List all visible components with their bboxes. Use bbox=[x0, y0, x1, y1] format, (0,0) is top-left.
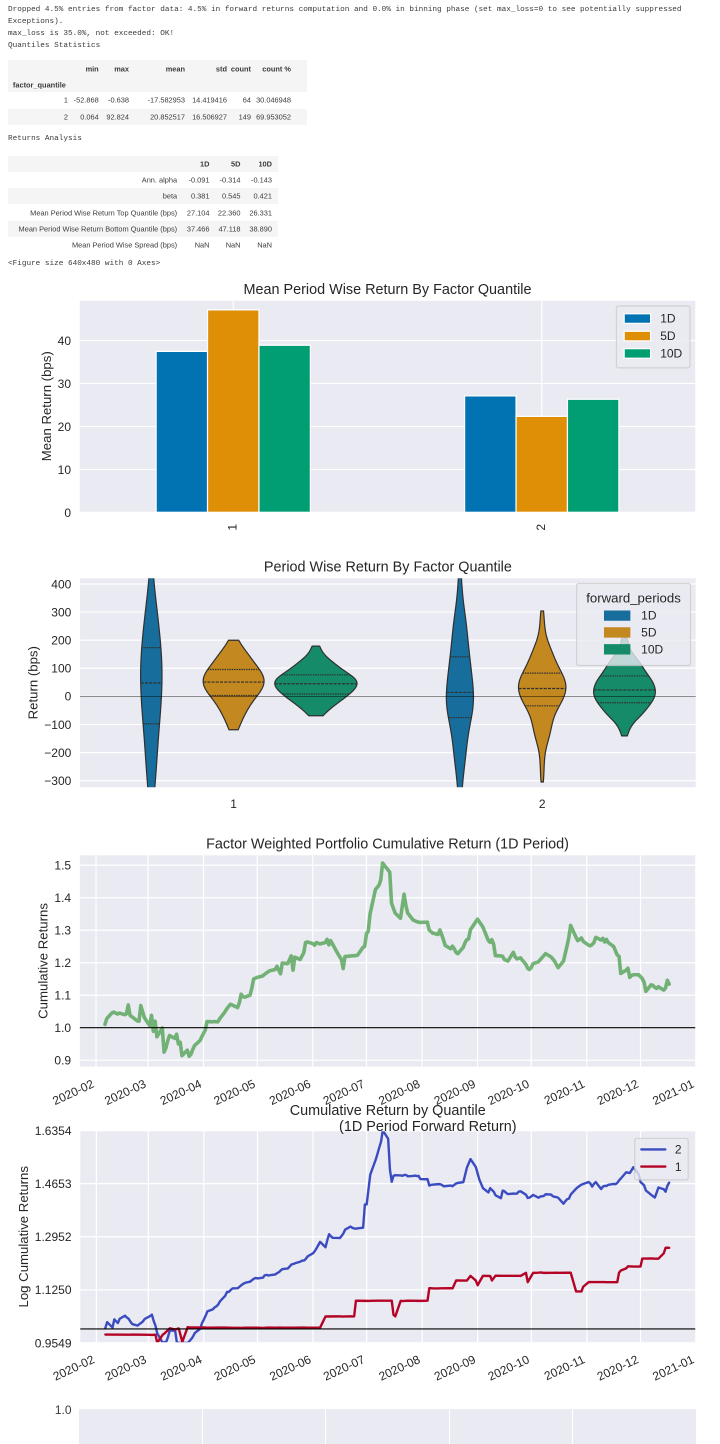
svg-text:10: 10 bbox=[58, 463, 72, 477]
svg-text:1: 1 bbox=[675, 1160, 682, 1174]
svg-text:2020-08: 2020-08 bbox=[377, 1352, 423, 1383]
svg-text:2020-04: 2020-04 bbox=[158, 1352, 204, 1383]
svg-text:10D: 10D bbox=[660, 347, 682, 361]
svg-text:2020-03: 2020-03 bbox=[103, 1352, 149, 1383]
svg-text:2020-09: 2020-09 bbox=[432, 1352, 478, 1383]
svg-text:−300: −300 bbox=[44, 774, 71, 788]
svg-text:1.0: 1.0 bbox=[54, 1021, 71, 1035]
svg-text:−200: −200 bbox=[44, 746, 71, 760]
svg-text:1: 1 bbox=[230, 797, 237, 811]
svg-text:0.9: 0.9 bbox=[54, 1054, 71, 1068]
svg-text:5D: 5D bbox=[660, 329, 676, 343]
svg-text:5D: 5D bbox=[641, 626, 657, 640]
svg-text:2021-01: 2021-01 bbox=[650, 1352, 696, 1383]
svg-text:2: 2 bbox=[534, 524, 548, 531]
svg-text:0.9549: 0.9549 bbox=[35, 1336, 72, 1350]
svg-text:200: 200 bbox=[51, 634, 71, 648]
svg-text:(1D Period Forward Return): (1D Period Forward Return) bbox=[339, 1119, 517, 1135]
svg-text:Cumulative Return by Quantile: Cumulative Return by Quantile bbox=[290, 1103, 486, 1119]
svg-text:Cumulative Returns: Cumulative Returns bbox=[36, 903, 51, 1019]
svg-text:1.3: 1.3 bbox=[54, 924, 71, 938]
svg-text:Mean Return (bps): Mean Return (bps) bbox=[39, 351, 54, 461]
svg-text:Factor Weighted Portfolio Cumu: Factor Weighted Portfolio Cumulative Ret… bbox=[206, 837, 569, 853]
svg-text:300: 300 bbox=[51, 605, 71, 619]
svg-text:20: 20 bbox=[58, 420, 72, 434]
svg-text:forward_periods: forward_periods bbox=[586, 591, 681, 606]
svg-text:30: 30 bbox=[58, 377, 72, 391]
svg-text:2: 2 bbox=[539, 797, 546, 811]
svg-text:1.2: 1.2 bbox=[54, 956, 71, 970]
svg-text:1D: 1D bbox=[641, 609, 657, 623]
svg-text:1.1: 1.1 bbox=[54, 989, 71, 1003]
svg-text:1D: 1D bbox=[660, 312, 676, 326]
svg-text:1: 1 bbox=[225, 524, 239, 531]
svg-text:1.4: 1.4 bbox=[54, 891, 71, 905]
svg-text:0: 0 bbox=[64, 506, 71, 520]
svg-text:2020-07: 2020-07 bbox=[321, 1352, 367, 1383]
svg-text:Period Wise Return By Factor Q: Period Wise Return By Factor Quantile bbox=[264, 560, 512, 576]
svg-text:2020-02: 2020-02 bbox=[51, 1352, 97, 1383]
svg-text:0: 0 bbox=[65, 690, 72, 704]
svg-text:2020-11: 2020-11 bbox=[542, 1352, 587, 1383]
svg-text:1.6354: 1.6354 bbox=[35, 1124, 72, 1138]
svg-text:Mean Period Wise Return By Fac: Mean Period Wise Return By Factor Quanti… bbox=[244, 282, 532, 298]
svg-text:Return (bps): Return (bps) bbox=[26, 646, 41, 719]
svg-text:10D: 10D bbox=[641, 642, 663, 656]
svg-text:40: 40 bbox=[58, 334, 72, 348]
svg-text:1.4653: 1.4653 bbox=[35, 1177, 72, 1191]
svg-text:Log Cumulative Returns: Log Cumulative Returns bbox=[16, 1166, 31, 1308]
svg-text:1.1250: 1.1250 bbox=[35, 1283, 72, 1297]
svg-text:2: 2 bbox=[675, 1143, 682, 1157]
svg-text:2020-05: 2020-05 bbox=[212, 1352, 258, 1383]
svg-text:2020-06: 2020-06 bbox=[267, 1352, 313, 1383]
svg-text:1.5: 1.5 bbox=[54, 859, 71, 873]
svg-text:2020-12: 2020-12 bbox=[595, 1352, 641, 1383]
svg-text:2020-10: 2020-10 bbox=[486, 1352, 532, 1383]
svg-text:1.2952: 1.2952 bbox=[35, 1230, 72, 1244]
svg-text:100: 100 bbox=[51, 662, 71, 676]
svg-text:400: 400 bbox=[51, 577, 71, 591]
svg-text:−100: −100 bbox=[44, 718, 71, 732]
